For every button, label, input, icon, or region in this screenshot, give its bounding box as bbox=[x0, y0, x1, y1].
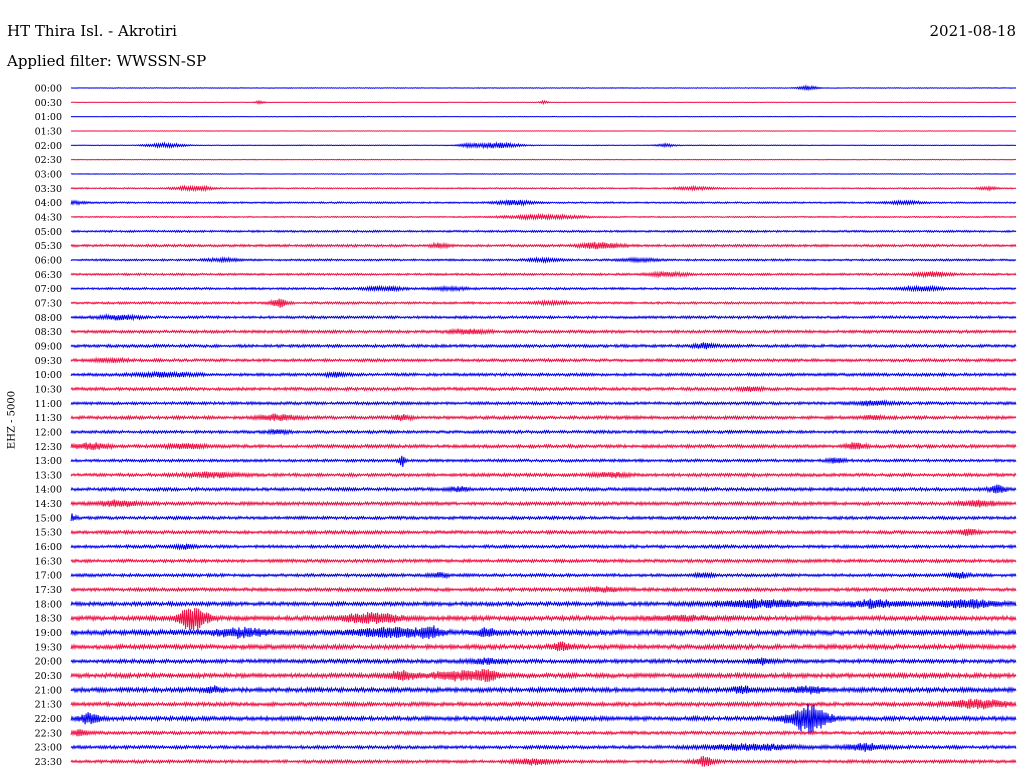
seismic-trace bbox=[70, 341, 1017, 350]
seismic-trace bbox=[70, 284, 1017, 293]
seismic-trace bbox=[70, 241, 1017, 250]
time-label: 17:00 bbox=[35, 571, 62, 582]
seismic-trace bbox=[70, 742, 1017, 752]
seismic-trace bbox=[70, 625, 1017, 639]
time-label: 04:00 bbox=[35, 198, 62, 209]
seismic-trace bbox=[70, 198, 1017, 207]
time-label: 20:30 bbox=[35, 671, 62, 682]
time-label: 16:30 bbox=[35, 556, 62, 567]
time-label: 09:00 bbox=[35, 341, 62, 352]
time-label: 16:00 bbox=[35, 542, 62, 553]
seismic-trace bbox=[70, 84, 1017, 92]
time-label: 10:30 bbox=[35, 384, 62, 395]
time-label: 17:30 bbox=[35, 585, 62, 596]
seismic-trace bbox=[70, 471, 1017, 479]
date-label: 2021-08-18 bbox=[929, 22, 1016, 40]
seismic-trace bbox=[70, 484, 1017, 494]
seismic-trace bbox=[70, 698, 1017, 710]
seismic-trace bbox=[70, 641, 1017, 652]
time-label: 02:00 bbox=[35, 141, 62, 152]
seismic-trace bbox=[70, 499, 1017, 508]
seismic-trace bbox=[70, 729, 1017, 737]
time-label: 12:30 bbox=[35, 442, 62, 453]
time-label: 23:30 bbox=[35, 757, 62, 768]
time-label: 15:30 bbox=[35, 528, 62, 539]
seismic-trace bbox=[70, 327, 1017, 336]
seismic-trace bbox=[70, 598, 1017, 610]
time-label: 04:30 bbox=[35, 212, 62, 223]
time-label: 11:30 bbox=[35, 413, 62, 424]
time-label: 05:00 bbox=[35, 227, 62, 238]
time-label: 10:00 bbox=[35, 370, 62, 381]
time-label: 15:00 bbox=[35, 513, 62, 524]
time-label: 11:00 bbox=[35, 399, 62, 410]
time-label: 05:30 bbox=[35, 241, 62, 252]
time-label: 07:00 bbox=[35, 284, 62, 295]
time-label: 00:00 bbox=[35, 84, 62, 95]
time-label: 21:30 bbox=[35, 700, 62, 711]
time-label: 14:30 bbox=[35, 499, 62, 510]
station-title: HT Thira Isl. - Akrotiri bbox=[7, 22, 177, 40]
time-label: 13:00 bbox=[35, 456, 62, 467]
seismic-trace bbox=[70, 557, 1017, 564]
time-label: 18:30 bbox=[35, 614, 62, 625]
seismic-trace bbox=[70, 229, 1017, 234]
filter-label: Applied filter: WWSSN-SP bbox=[7, 52, 207, 70]
time-label: 08:30 bbox=[35, 327, 62, 338]
seismic-trace bbox=[70, 313, 1017, 322]
seismic-trace bbox=[70, 657, 1017, 666]
seismic-trace bbox=[70, 442, 1017, 451]
time-label: 19:30 bbox=[35, 642, 62, 653]
time-label: 06:30 bbox=[35, 270, 62, 281]
seismic-trace bbox=[70, 270, 1017, 279]
seismic-trace bbox=[70, 356, 1017, 364]
seismic-trace bbox=[70, 585, 1017, 594]
time-label: 03:00 bbox=[35, 169, 62, 180]
seismic-trace bbox=[70, 99, 1017, 106]
time-label: 03:30 bbox=[35, 184, 62, 195]
seismic-trace bbox=[70, 685, 1017, 695]
time-label: 20:00 bbox=[35, 657, 62, 668]
seismic-trace bbox=[70, 184, 1017, 193]
time-label: 22:30 bbox=[35, 728, 62, 739]
seismic-trace bbox=[70, 543, 1017, 551]
time-label: 19:00 bbox=[35, 628, 62, 639]
seismic-trace bbox=[70, 255, 1017, 264]
seismic-trace bbox=[70, 173, 1017, 175]
seismic-trace bbox=[70, 399, 1017, 407]
seismic-trace bbox=[70, 141, 1017, 150]
seismic-trace bbox=[70, 528, 1017, 536]
seismic-trace bbox=[70, 158, 1017, 161]
time-label: 00:30 bbox=[35, 98, 62, 109]
seismic-trace bbox=[70, 571, 1017, 580]
time-label: 01:30 bbox=[35, 126, 62, 137]
time-label: 06:00 bbox=[35, 255, 62, 266]
seismic-trace bbox=[70, 668, 1017, 682]
seismic-trace bbox=[70, 385, 1017, 393]
seismic-trace bbox=[70, 298, 1017, 308]
time-label: 07:30 bbox=[35, 298, 62, 309]
time-label: 12:00 bbox=[35, 427, 62, 438]
time-label: 02:30 bbox=[35, 155, 62, 166]
time-label: 23:00 bbox=[35, 743, 62, 754]
seismic-trace bbox=[70, 413, 1017, 422]
time-label: 01:00 bbox=[35, 112, 62, 123]
time-label: 09:30 bbox=[35, 356, 62, 367]
seismic-trace bbox=[70, 755, 1017, 767]
seismic-trace bbox=[70, 370, 1017, 379]
seismic-trace bbox=[70, 455, 1017, 467]
time-label: 22:00 bbox=[35, 714, 62, 725]
seismic-trace bbox=[70, 703, 1017, 733]
seismic-trace bbox=[70, 608, 1017, 631]
seismic-trace bbox=[70, 212, 1017, 221]
time-label: 13:30 bbox=[35, 470, 62, 481]
time-label: 14:00 bbox=[35, 485, 62, 496]
time-label: 18:00 bbox=[35, 599, 62, 610]
seismic-trace bbox=[70, 428, 1017, 436]
time-label: 21:00 bbox=[35, 685, 62, 696]
time-label: 08:00 bbox=[35, 313, 62, 324]
seismic-trace bbox=[70, 513, 1017, 522]
